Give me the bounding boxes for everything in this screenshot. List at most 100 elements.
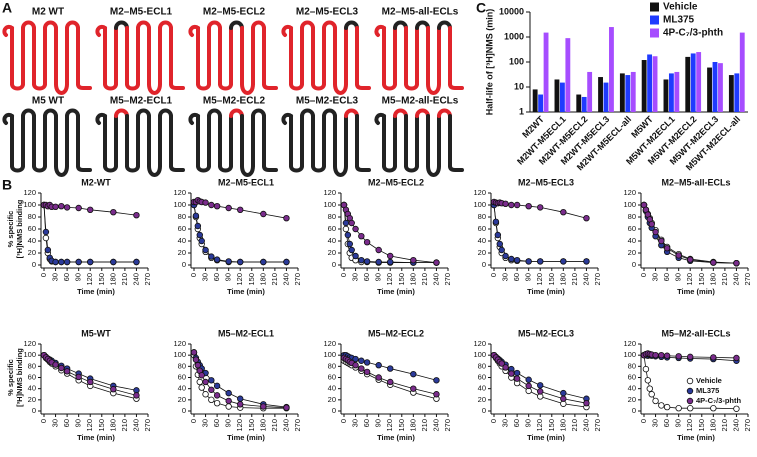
- data-point: [352, 225, 359, 233]
- data-point: [283, 404, 290, 411]
- data-point: [260, 403, 267, 410]
- legend-marker: [686, 377, 694, 385]
- chart-title: M5-WT: [81, 328, 111, 338]
- data-point: [237, 206, 244, 213]
- data-point: [733, 405, 740, 412]
- y-tick-label: 1000: [504, 31, 524, 41]
- y-axis-label: % specific: [6, 359, 15, 396]
- x-tick-label: 180: [408, 273, 417, 286]
- data-point: [658, 237, 665, 245]
- x-tick-label: 60: [62, 419, 71, 427]
- x-tick-label: 60: [662, 273, 671, 281]
- data-point: [110, 258, 117, 266]
- x-tick-label: 180: [708, 273, 717, 286]
- chart-title: M5–M2-ECL1: [218, 328, 274, 338]
- data-point: [513, 257, 521, 264]
- data-point: [208, 377, 215, 384]
- data-point: [492, 218, 500, 225]
- x-tick-label: 240: [281, 419, 290, 432]
- y-tick-label: 40: [178, 236, 186, 245]
- x-tick-label: 210: [120, 419, 129, 432]
- x-tick-label: 150: [97, 419, 106, 432]
- construct-label: M2–M5-ECL1: [110, 7, 173, 18]
- data-point: [363, 359, 371, 366]
- x-tick-label: 0: [39, 419, 48, 423]
- data-point: [502, 364, 509, 371]
- panel-label: B: [2, 177, 12, 193]
- x-tick-label: 210: [420, 273, 429, 286]
- data-point: [198, 384, 205, 391]
- x-tick-label: 270: [593, 419, 602, 432]
- data-point: [225, 204, 232, 212]
- data-point: [644, 377, 652, 384]
- snake-segment: [426, 164, 441, 177]
- bar: [652, 56, 658, 112]
- chart-title: M5–M2-ECL2: [368, 328, 424, 338]
- x-axis-label: Time (min): [377, 287, 415, 296]
- x-tick-label: 30: [51, 419, 60, 427]
- snake-segment: [147, 82, 162, 95]
- data-point: [44, 246, 52, 254]
- data-point: [352, 355, 359, 363]
- x-tick-label: 180: [108, 419, 117, 432]
- x-tick-label: 150: [697, 273, 706, 286]
- x-tick-label: 90: [74, 419, 83, 427]
- data-point: [675, 405, 682, 412]
- x-tick-label: 90: [524, 419, 533, 427]
- data-point: [663, 244, 671, 252]
- data-point: [710, 405, 717, 412]
- data-point: [646, 385, 653, 392]
- x-tick-label: 120: [85, 419, 94, 432]
- y-tick-label: 40: [478, 236, 486, 245]
- data-point: [525, 258, 532, 265]
- x-tick-label: 210: [120, 273, 129, 286]
- x-tick-label: 60: [362, 273, 371, 281]
- panel-label: A: [2, 0, 12, 16]
- bar: [668, 73, 674, 112]
- data-point: [342, 225, 350, 233]
- y-tick-label: 100: [473, 200, 486, 209]
- data-point: [375, 362, 382, 369]
- y-tick-label: 100: [509, 56, 524, 66]
- legend-label: ML375: [663, 15, 695, 26]
- x-tick-label: 240: [131, 273, 140, 286]
- y-tick-label: 100: [173, 200, 186, 209]
- data-point: [502, 252, 509, 260]
- y-tick-label: 60: [178, 224, 186, 233]
- y-tick-label: 120: [23, 339, 36, 348]
- data-point: [352, 362, 359, 369]
- x-tick-label: 120: [535, 419, 544, 432]
- x-tick-label: 270: [743, 419, 752, 432]
- data-point: [52, 203, 59, 210]
- bar: [576, 94, 582, 112]
- y-tick-label: 60: [178, 372, 186, 381]
- legend-marker: [686, 387, 694, 395]
- y-tick-label: 100: [323, 200, 336, 209]
- x-tick-label: 150: [397, 419, 406, 432]
- x-tick-label: 210: [270, 419, 279, 432]
- x-tick-label: 150: [397, 273, 406, 286]
- data-point: [348, 246, 355, 254]
- data-point: [675, 353, 682, 360]
- x-tick-label: 120: [235, 273, 244, 286]
- snake-segment: [240, 82, 255, 95]
- data-point: [375, 258, 382, 266]
- x-tick-label: 210: [570, 419, 579, 432]
- data-point: [537, 258, 544, 265]
- y-tick-label: 20: [178, 395, 186, 404]
- bar: [543, 32, 549, 112]
- x-tick-label: 120: [685, 273, 694, 286]
- data-point: [237, 395, 244, 402]
- data-point: [237, 401, 244, 408]
- y-tick-label: 20: [28, 248, 36, 257]
- y-tick-label: 20: [628, 395, 636, 404]
- y-tick-label: 80: [178, 361, 186, 370]
- bar: [685, 56, 691, 112]
- x-tick-label: 30: [501, 273, 510, 281]
- x-tick-label: 30: [651, 273, 660, 281]
- x-tick-label: 270: [143, 419, 152, 432]
- x-tick-label: 240: [131, 419, 140, 432]
- x-tick-label: 0: [489, 273, 498, 277]
- y-tick-label: 80: [628, 361, 636, 370]
- construct-label: M2–M5-ECL2: [203, 7, 266, 18]
